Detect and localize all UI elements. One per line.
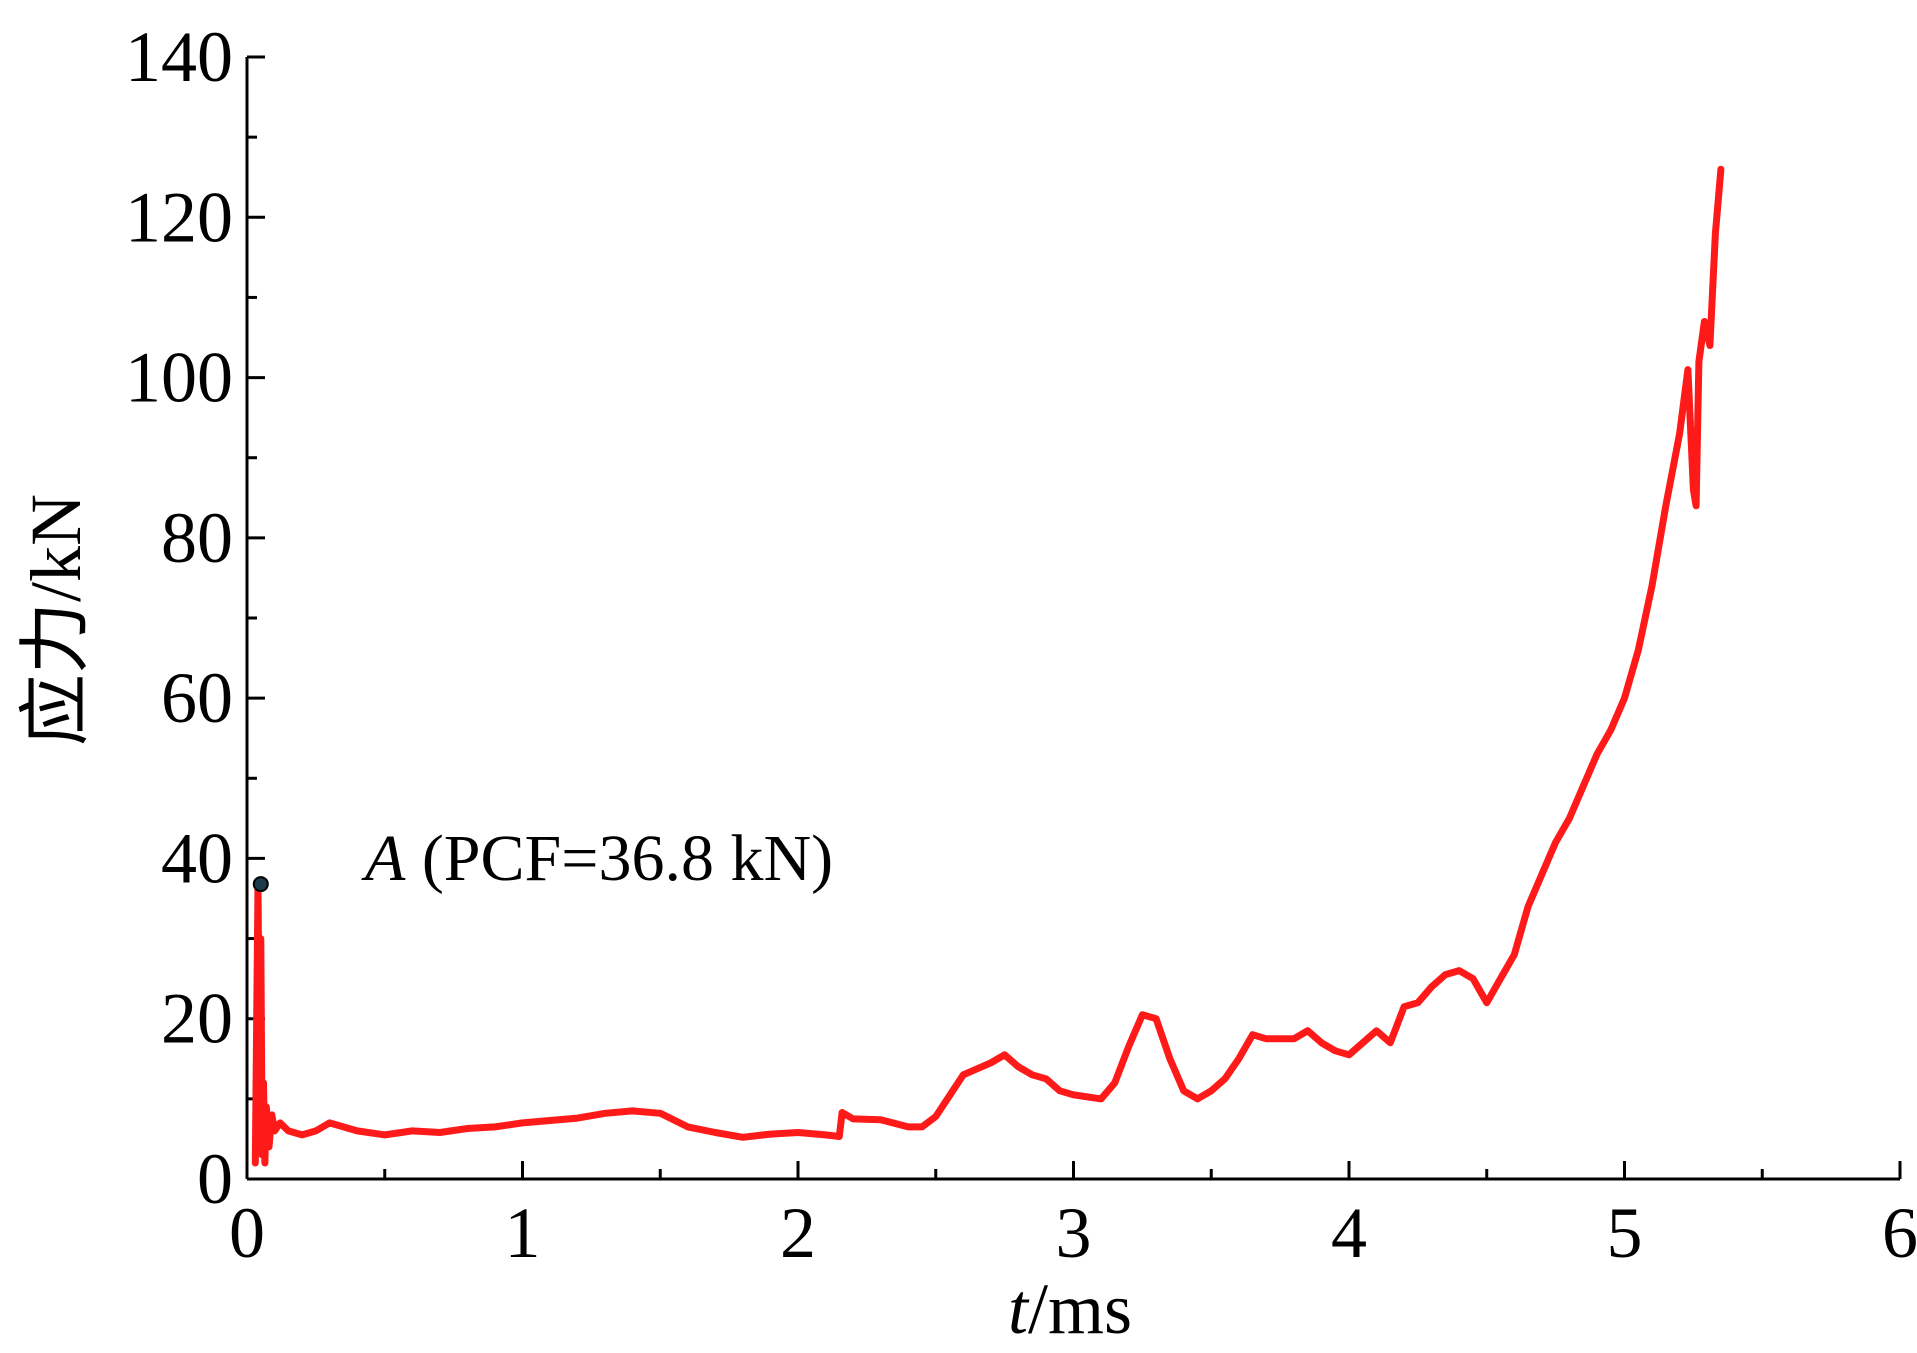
y-tick-label: 40 bbox=[161, 818, 233, 898]
y-axis-title: 应力/kN bbox=[16, 494, 96, 746]
x-axis-ticks bbox=[245, 1161, 1902, 1179]
x-tick-label: 3 bbox=[1056, 1193, 1092, 1273]
y-tick-label: 120 bbox=[125, 177, 233, 257]
x-axis-tick-labels: 0 1 2 3 4 5 6 bbox=[229, 1193, 1917, 1273]
series-line bbox=[251, 165, 1725, 1167]
y-tick-label: 100 bbox=[125, 338, 233, 418]
y-axis-tick-labels: 0 20 40 60 80 100 120 140 bbox=[125, 17, 233, 1219]
x-axis-title-unit: /ms bbox=[1028, 1269, 1132, 1349]
x-tick-label: 1 bbox=[505, 1193, 541, 1273]
annotation-pcf-text: (PCF=36.8 kN) bbox=[405, 822, 833, 895]
x-tick-label: 4 bbox=[1331, 1193, 1367, 1273]
pcf-point-marker bbox=[252, 876, 269, 893]
annotation-point-label: A bbox=[361, 822, 406, 895]
pcf-annotation: A (PCF=36.8 kN) bbox=[361, 822, 833, 895]
x-tick-label: 6 bbox=[1882, 1193, 1917, 1273]
y-tick-label: 140 bbox=[125, 17, 233, 97]
y-tick-label: 60 bbox=[161, 658, 233, 738]
x-tick-label: 0 bbox=[229, 1193, 265, 1273]
x-axis-title: t/ms bbox=[1008, 1269, 1132, 1349]
x-tick-label: 2 bbox=[780, 1193, 816, 1273]
y-tick-label: 20 bbox=[161, 979, 233, 1059]
y-tick-label: 80 bbox=[161, 498, 233, 578]
x-axis-title-variable: t bbox=[1008, 1269, 1030, 1349]
x-tick-label: 5 bbox=[1607, 1193, 1643, 1273]
y-tick-label: 0 bbox=[197, 1139, 233, 1219]
